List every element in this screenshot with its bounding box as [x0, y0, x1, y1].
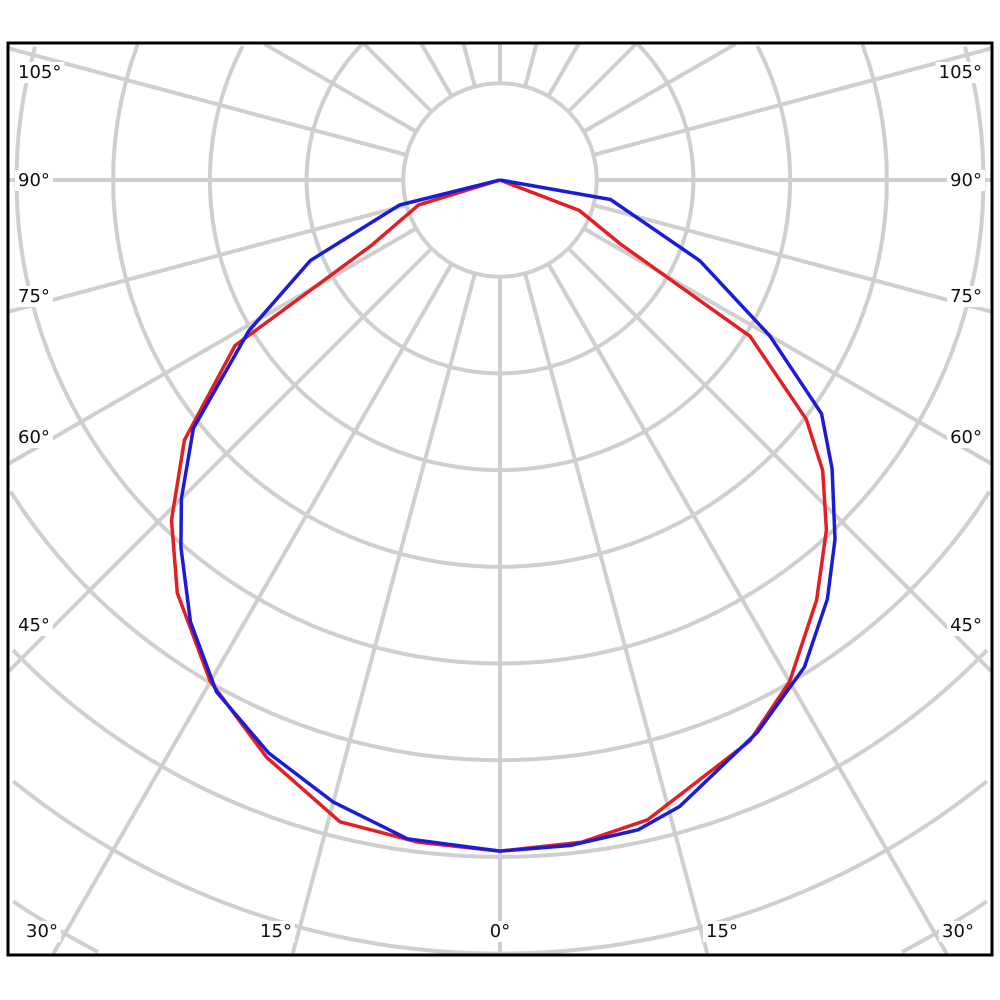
angle-label-bottom: 15°	[706, 921, 738, 942]
label-background	[15, 286, 53, 307]
series-curve-2	[179, 178, 837, 853]
label-background	[947, 427, 985, 448]
angle-label-left: 45°	[18, 615, 50, 636]
label-background	[947, 615, 985, 636]
label-background	[15, 62, 65, 83]
angle-label-right: 75°	[950, 286, 982, 307]
ring-gridline	[500, 490, 991, 763]
label-background	[947, 286, 985, 307]
ring-gridline	[500, 45, 793, 473]
label-background	[939, 921, 977, 942]
ring-gridline	[401, 81, 599, 279]
angle-labels: 105° 105° 90° 90° 75° 75° 60° 60° 45° 45° 30° 15° 0°…	[15, 62, 985, 942]
radial-gridline	[362, 42, 434, 114]
curves	[169, 178, 837, 853]
ring-gridline	[500, 43, 889, 569]
radial-gridline	[461, 43, 477, 88]
angle-label-left: 60°	[18, 427, 50, 448]
radial-gridline	[546, 262, 949, 955]
ring-gridline	[9, 490, 500, 763]
ring-gridline	[11, 779, 500, 956]
angle-label-bottom: 30°	[26, 921, 58, 942]
ring-gridline	[500, 648, 989, 859]
label-background	[257, 921, 295, 942]
label-background	[486, 921, 514, 942]
label-background	[15, 427, 53, 448]
angle-label-right: 90°	[950, 170, 982, 191]
angle-label-right: 60°	[950, 427, 982, 448]
ring-gridline	[207, 45, 500, 473]
radial-gridline	[263, 42, 418, 134]
radial-gridline	[523, 272, 710, 955]
radial-gridline	[566, 42, 638, 114]
ring-gridline	[500, 46, 986, 666]
ring-gridline	[500, 43, 696, 376]
radial-gridline	[419, 43, 454, 98]
label-background	[15, 615, 53, 636]
chart-frame	[6, 41, 994, 957]
radial-gridline	[51, 262, 454, 955]
angle-label-bottom: 30°	[942, 921, 974, 942]
angle-label-right: 45°	[950, 615, 982, 636]
ring-gridline	[500, 779, 989, 956]
radial-gridline	[546, 42, 581, 98]
angle-label-bottom: 0°	[490, 921, 510, 942]
label-background	[15, 170, 53, 191]
ring-gridline	[304, 43, 500, 376]
angle-label-right: 105°	[939, 62, 982, 83]
radial-gridline	[8, 226, 418, 466]
label-background	[23, 921, 61, 942]
radial-gridline	[8, 46, 408, 157]
label-background	[947, 170, 985, 191]
radial-gridline	[290, 272, 477, 955]
radial-gridline	[592, 203, 992, 314]
angle-label-left: 75°	[18, 286, 50, 307]
angle-label-left: 90°	[18, 170, 50, 191]
radial-gridline	[566, 246, 993, 673]
ring-gridline	[111, 43, 500, 569]
radial-gridline	[523, 43, 539, 88]
angle-label-left: 105°	[18, 62, 61, 83]
ring-gridline	[14, 46, 500, 666]
radial-gridline	[582, 42, 737, 134]
radial-gridline	[7, 246, 434, 673]
label-background	[935, 62, 985, 83]
angle-label-bottom: 15°	[260, 921, 292, 942]
polar-grid	[7, 42, 993, 956]
radial-gridline	[592, 46, 992, 157]
ring-gridline	[11, 648, 500, 859]
label-background	[703, 921, 741, 942]
radial-gridline	[8, 203, 408, 314]
